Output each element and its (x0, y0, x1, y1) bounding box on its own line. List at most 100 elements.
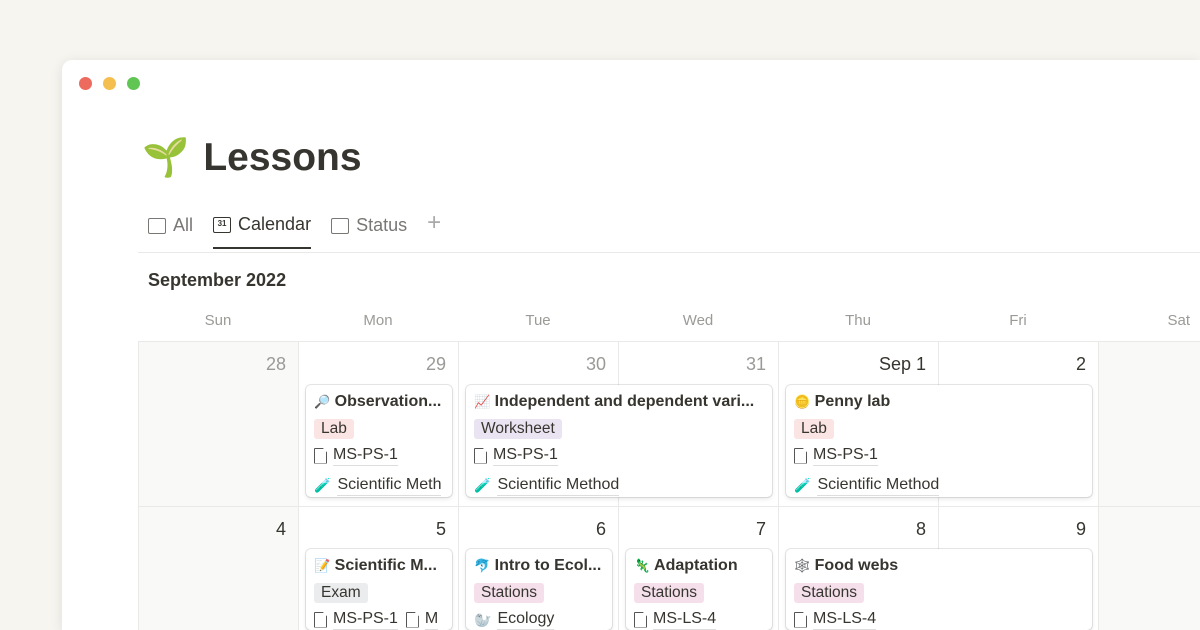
calendar-day[interactable]: 7 (618, 506, 778, 630)
event-title-text: Observation... (334, 393, 442, 410)
event-card[interactable]: 🪙 Penny lab Lab MS-PS-1 🧪 Scientific Method (786, 385, 1092, 497)
event-property: M (405, 609, 439, 630)
event-card[interactable]: 🕸️ Food webs Stations MS-LS-4 (786, 549, 1092, 630)
type-tag: Exam (314, 583, 368, 603)
view-tabs: All 31 Calendar Status + (148, 209, 441, 249)
event-title: 🦎 Adaptation (634, 556, 764, 578)
day-number: 4 (275, 519, 286, 539)
type-tag: Lab (314, 419, 354, 439)
weekday-header: Wed (682, 312, 714, 329)
day-number: 31 (745, 354, 766, 374)
property-icon: 🧪 (314, 477, 332, 493)
calendar-day[interactable] (1098, 341, 1200, 506)
event-icon: 🕸️ (794, 558, 811, 573)
type-tag: Stations (794, 583, 865, 603)
calendar-day[interactable]: 28 (138, 341, 298, 506)
day-number: 7 (755, 519, 766, 539)
property-value[interactable]: Scientific Method (497, 475, 620, 496)
calendar-day[interactable] (1098, 506, 1200, 630)
day-number: 30 (585, 354, 606, 374)
event-icon: 📈 (474, 394, 491, 409)
day-number: 9 (1075, 519, 1086, 539)
event-property: MS-PS-1 (314, 609, 398, 630)
property-value[interactable]: Scientific Meth (337, 475, 442, 496)
event-card[interactable]: 🐬 Intro to Ecol... Stations 🦭 Ecology (466, 549, 612, 630)
property-icon: 🦭 (474, 611, 492, 628)
divider (138, 252, 1200, 253)
day-number: 2 (1075, 354, 1086, 374)
day-number: 8 (915, 519, 926, 539)
close-button[interactable] (79, 77, 92, 90)
app-window: 🌱 Lessons All 31 Calendar Status + Septem… (62, 60, 1200, 630)
event-title-text: Adaptation (654, 557, 738, 574)
day-number: 29 (425, 354, 446, 374)
event-icon: 📝 (314, 558, 331, 573)
calendar-day[interactable]: Sep 1 (778, 341, 938, 506)
event-title-text: Independent and dependent vari... (494, 393, 755, 410)
weekday-header: Sun (204, 312, 232, 329)
event-title: 📝 Scientific M... (314, 556, 444, 578)
event-property: 🧪 Scientific Meth (314, 475, 442, 496)
document-icon (405, 611, 419, 628)
event-card[interactable]: 📈 Independent and dependent vari... Works… (466, 385, 772, 497)
calendar-day[interactable]: 5 (298, 506, 458, 630)
add-view-button[interactable]: + (427, 209, 442, 236)
document-icon (474, 447, 487, 464)
tab-label: Calendar (238, 214, 312, 234)
tab-label: Status (356, 215, 408, 235)
page-title: 🌱 Lessons (142, 136, 362, 180)
tab-label: All (173, 215, 194, 235)
calendar-day[interactable]: 4 (138, 506, 298, 630)
event-icon: 🔎 (314, 394, 331, 409)
tab-calendar[interactable]: 31 Calendar (213, 214, 312, 249)
month-label: September 2022 (148, 270, 287, 290)
property-value[interactable]: MS-PS-1 (333, 445, 398, 466)
weekday-header: Tue (525, 312, 551, 329)
weekday-header: Mon (363, 312, 393, 329)
property-value[interactable]: MS-PS-1 (333, 609, 398, 630)
document-icon (314, 611, 327, 628)
property-value[interactable]: Scientific Method (817, 475, 940, 496)
document-icon (794, 611, 807, 628)
day-number: 28 (265, 354, 286, 374)
calendar-day[interactable]: 30 (458, 341, 618, 506)
event-card[interactable]: 🦎 Adaptation Stations MS-LS-4 (626, 549, 772, 630)
event-card[interactable]: 📝 Scientific M... Exam MS-PS-1 M (306, 549, 452, 630)
minimize-button[interactable] (103, 77, 116, 90)
event-property: 🧪 Scientific Method (474, 475, 620, 496)
property-value[interactable]: Ecology (497, 609, 555, 630)
event-title: 🕸️ Food webs (794, 556, 1084, 578)
event-property: MS-LS-4 (794, 609, 877, 630)
document-icon (634, 611, 647, 628)
event-icon: 🐬 (474, 558, 491, 573)
event-property: MS-PS-1 (794, 445, 878, 466)
property-value[interactable]: MS-PS-1 (813, 445, 878, 466)
document-icon (794, 447, 807, 464)
event-title-text: Penny lab (814, 393, 891, 410)
type-tag: Stations (474, 583, 545, 603)
event-title: 🐬 Intro to Ecol... (474, 556, 604, 578)
event-title-text: Scientific M... (334, 557, 437, 574)
tab-all[interactable]: All (148, 214, 193, 249)
calendar-day[interactable]: 29 (298, 341, 458, 506)
day-number: 6 (595, 519, 606, 539)
tab-status[interactable]: Status (331, 214, 407, 249)
calendar-day[interactable]: 8 (778, 506, 938, 630)
maximize-button[interactable] (127, 77, 140, 90)
day-number: 5 (435, 519, 446, 539)
property-value[interactable]: MS-PS-1 (493, 445, 558, 466)
type-tag: Lab (794, 419, 834, 439)
event-title: 📈 Independent and dependent vari... (474, 392, 764, 414)
property-value[interactable]: MS-LS-4 (653, 609, 717, 630)
type-tag: Worksheet (474, 419, 562, 439)
sprout-icon: 🌱 (142, 137, 190, 179)
calendar-day[interactable]: 6 (458, 506, 618, 630)
property-value[interactable]: MS-LS-4 (813, 609, 877, 630)
event-property: MS-LS-4 (634, 609, 717, 630)
event-card[interactable]: 🔎 Observation... Lab MS-PS-1 🧪 Scientific Me… (306, 385, 452, 497)
weekday-header: Thu (845, 312, 871, 329)
event-property: 🧪 Scientific Method (794, 475, 940, 496)
property-icon: 🧪 (794, 477, 812, 493)
property-value[interactable]: M (424, 609, 439, 630)
board-icon (331, 217, 350, 234)
